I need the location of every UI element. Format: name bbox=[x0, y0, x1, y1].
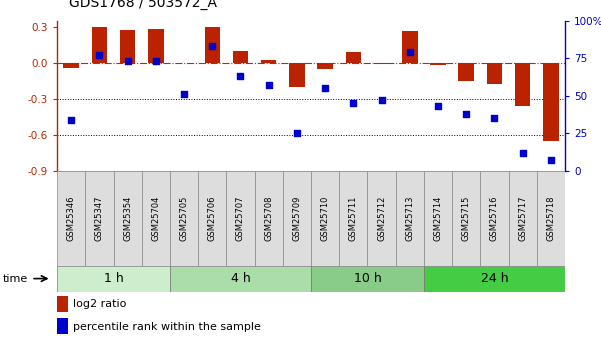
Text: GSM25717: GSM25717 bbox=[518, 196, 527, 241]
Text: 4 h: 4 h bbox=[231, 272, 251, 285]
Text: GSM25713: GSM25713 bbox=[405, 196, 414, 241]
Text: GSM25708: GSM25708 bbox=[264, 196, 273, 241]
Bar bbox=[459, 63, 474, 81]
Bar bbox=[85, 171, 114, 266]
Point bbox=[264, 82, 273, 88]
Bar bbox=[311, 266, 424, 292]
Point bbox=[546, 158, 556, 163]
Point bbox=[151, 58, 160, 64]
Text: GSM25716: GSM25716 bbox=[490, 196, 499, 241]
Text: GSM25712: GSM25712 bbox=[377, 196, 386, 241]
Point bbox=[66, 117, 76, 122]
Bar bbox=[204, 27, 220, 63]
Bar bbox=[142, 171, 170, 266]
Point bbox=[377, 98, 386, 103]
Point bbox=[518, 150, 528, 156]
Bar bbox=[317, 63, 333, 69]
Point bbox=[490, 116, 499, 121]
Text: GSM25706: GSM25706 bbox=[208, 196, 217, 241]
Point bbox=[207, 43, 217, 49]
Bar bbox=[57, 266, 170, 292]
Bar bbox=[198, 171, 227, 266]
Bar bbox=[148, 29, 163, 63]
Bar bbox=[57, 318, 69, 334]
Text: 10 h: 10 h bbox=[353, 272, 381, 285]
Text: GSM25707: GSM25707 bbox=[236, 196, 245, 241]
Bar bbox=[261, 60, 276, 63]
Bar bbox=[367, 171, 395, 266]
Text: GSM25710: GSM25710 bbox=[320, 196, 329, 241]
Point bbox=[433, 104, 443, 109]
Text: 1 h: 1 h bbox=[103, 272, 123, 285]
Bar bbox=[170, 171, 198, 266]
Text: GSM25705: GSM25705 bbox=[180, 196, 189, 241]
Text: GSM25715: GSM25715 bbox=[462, 196, 471, 241]
Point bbox=[179, 91, 189, 97]
Bar bbox=[395, 171, 424, 266]
Bar bbox=[543, 63, 558, 141]
Bar bbox=[311, 171, 339, 266]
Text: GDS1768 / 503572_A: GDS1768 / 503572_A bbox=[69, 0, 217, 10]
Bar bbox=[289, 63, 305, 87]
Bar bbox=[283, 171, 311, 266]
Text: GSM25709: GSM25709 bbox=[293, 196, 302, 241]
Bar bbox=[452, 171, 480, 266]
Bar bbox=[480, 171, 508, 266]
Bar bbox=[402, 31, 418, 63]
Text: GSM25346: GSM25346 bbox=[67, 196, 76, 241]
Bar bbox=[57, 171, 85, 266]
Text: 24 h: 24 h bbox=[481, 272, 508, 285]
Text: GSM25704: GSM25704 bbox=[151, 196, 160, 241]
Bar bbox=[374, 63, 389, 64]
Bar bbox=[424, 171, 452, 266]
Bar bbox=[255, 171, 283, 266]
Text: log2 ratio: log2 ratio bbox=[73, 299, 127, 309]
Bar bbox=[227, 171, 255, 266]
Bar bbox=[487, 63, 502, 84]
Bar bbox=[92, 27, 107, 63]
Text: time: time bbox=[3, 274, 28, 284]
Bar bbox=[64, 63, 79, 68]
Bar bbox=[537, 171, 565, 266]
Bar bbox=[170, 266, 311, 292]
Text: GSM25354: GSM25354 bbox=[123, 196, 132, 241]
Bar bbox=[120, 30, 135, 63]
Bar bbox=[508, 171, 537, 266]
Point bbox=[292, 130, 302, 136]
Point bbox=[320, 86, 330, 91]
Bar bbox=[57, 296, 69, 312]
Bar bbox=[515, 63, 530, 106]
Point bbox=[236, 73, 245, 79]
Text: percentile rank within the sample: percentile rank within the sample bbox=[73, 322, 261, 332]
Bar bbox=[233, 51, 248, 63]
Text: GSM25718: GSM25718 bbox=[546, 196, 555, 241]
Bar bbox=[339, 171, 367, 266]
Point bbox=[462, 111, 471, 117]
Point bbox=[123, 58, 132, 64]
Point bbox=[405, 49, 415, 55]
Bar bbox=[424, 266, 565, 292]
Text: GSM25347: GSM25347 bbox=[95, 196, 104, 241]
Text: GSM25711: GSM25711 bbox=[349, 196, 358, 241]
Text: GSM25714: GSM25714 bbox=[433, 196, 442, 241]
Bar bbox=[346, 52, 361, 63]
Bar bbox=[114, 171, 142, 266]
Point bbox=[94, 52, 104, 58]
Point bbox=[349, 100, 358, 106]
Bar bbox=[430, 63, 446, 65]
